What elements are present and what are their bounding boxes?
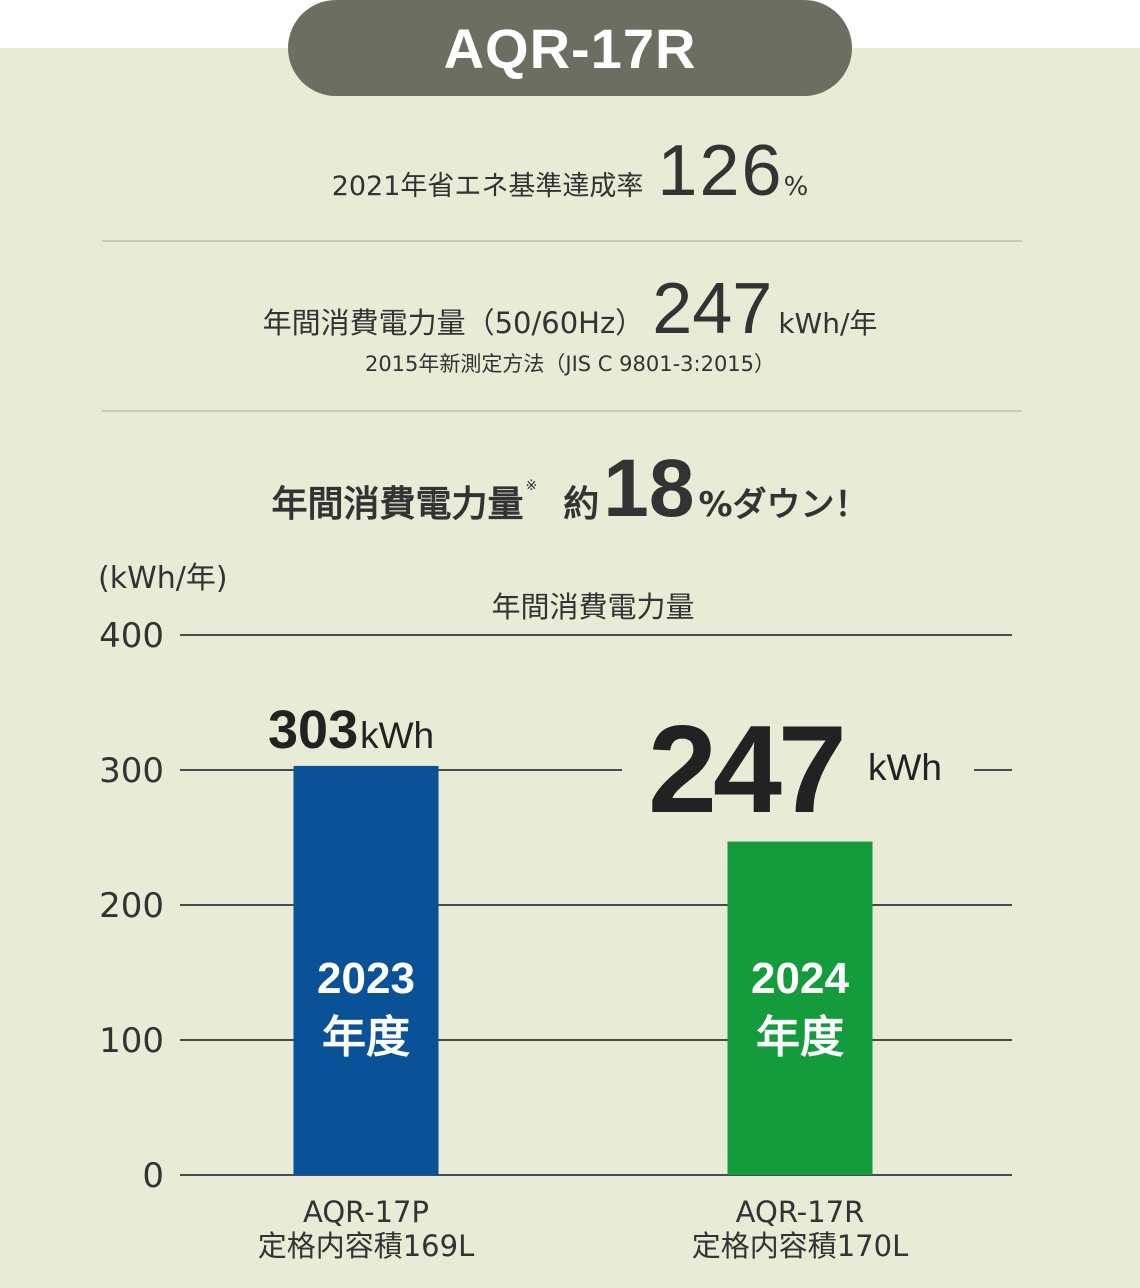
bar-year-unit: 年度 (756, 1012, 844, 1063)
annual-unit: kWh/年 (778, 307, 878, 340)
x-category-model: AQR-17R (736, 1195, 865, 1229)
divider (102, 410, 1022, 412)
chart-title: 年間消費電力量 (491, 590, 694, 624)
annual-consumption-row: 年間消費電力量（50/60Hz） 247 kWh/年 (0, 268, 1140, 350)
achievement-unit: % (783, 172, 809, 202)
label-background (622, 740, 974, 804)
reduction-suffix: %ダウン！ (698, 485, 869, 525)
note-mark: ※ (525, 478, 538, 494)
data-label-value: 303 (268, 700, 358, 760)
reduction-headline: 年間消費電力量 ※ 約18 %ダウン！ (0, 442, 1140, 536)
spec-panel (0, 48, 1140, 1288)
achievement-value: 126 (657, 131, 784, 211)
data-label-unit: kWh (868, 747, 942, 788)
bar (293, 765, 439, 1175)
reduction-prefix: 約 (563, 484, 600, 525)
bar-year-label: 2023 (317, 954, 415, 1003)
y-tick-label: 400 (99, 616, 164, 656)
annual-label: 年間消費電力量（50/60Hz） (262, 306, 645, 340)
model-badge: AQR-17R (288, 0, 852, 96)
y-tick-label: 200 (99, 886, 164, 926)
achievement-label: 2021年省エネ基準達成率 (331, 171, 644, 202)
bar (727, 841, 873, 1175)
y-tick-label: 300 (99, 751, 164, 791)
x-category-model: AQR-17P (303, 1195, 429, 1229)
y-tick-label: 100 (99, 1021, 164, 1061)
achievement-rate-row: 2021年省エネ基準達成率 126% (0, 130, 1140, 212)
measurement-method: 2015年新測定方法（JIS C 9801-3:2015） (364, 352, 776, 376)
reduction-value: 18 (603, 443, 695, 534)
x-category-capacity: 定格内容積169L (258, 1229, 475, 1263)
x-category-capacity: 定格内容積170L (692, 1229, 909, 1263)
bar-year-label: 2024 (751, 954, 849, 1003)
data-label-value: 247 (648, 701, 843, 839)
bar-year-unit: 年度 (322, 1012, 410, 1063)
divider (102, 240, 1022, 242)
y-tick-label: 0 (142, 1156, 164, 1196)
reduction-label: 年間消費電力量 (271, 484, 524, 525)
annual-value: 247 (652, 269, 773, 349)
data-label-unit: kWh (360, 715, 434, 756)
model-name: AQR-17R (443, 16, 697, 80)
data-label: 303kWh (268, 700, 434, 760)
y-axis-label: (kWh/年) (98, 561, 228, 596)
